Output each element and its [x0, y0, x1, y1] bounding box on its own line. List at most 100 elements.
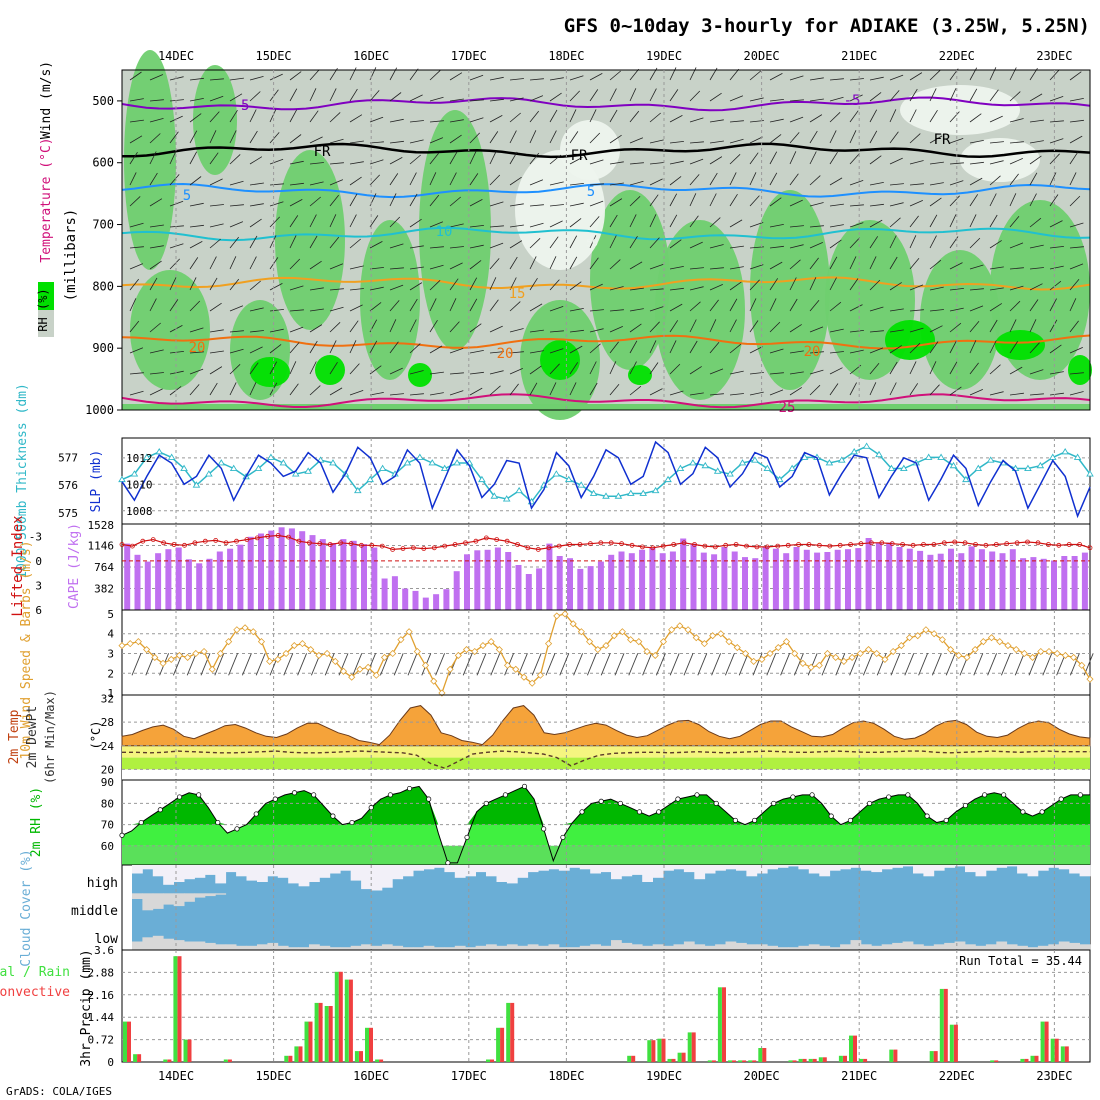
surface-wind-barb: [1069, 653, 1080, 676]
cloud-low-bar: [819, 945, 831, 951]
wind-barb: [669, 390, 684, 396]
precip-total-bar: [1030, 1055, 1035, 1062]
wind-barb: [869, 130, 878, 144]
wind-barb: [529, 204, 544, 207]
bottom-date-label: 22DEC: [939, 1069, 975, 1083]
li-point: [150, 537, 156, 542]
li-point: [410, 545, 416, 551]
wind-barb: [149, 99, 164, 102]
wind-speed-point: [848, 653, 856, 662]
wind-barb: [909, 72, 923, 81]
li-point: [525, 545, 531, 551]
thickness-line-point: [217, 459, 226, 466]
wind-barb: [649, 264, 664, 270]
thickness-line-point: [788, 464, 796, 471]
wind-barb: [389, 319, 397, 333]
wind-barb: [409, 245, 424, 249]
wind-barb: [409, 393, 424, 396]
wind-barb: [829, 151, 838, 165]
rh-point: [349, 819, 355, 826]
surface-wind-barb: [393, 653, 404, 676]
wind-speed-point: [471, 647, 479, 656]
cloud-high-bar: [402, 865, 414, 877]
cloud-low-bar: [267, 942, 279, 950]
wind-barb: [629, 308, 644, 312]
li-point: [1004, 541, 1010, 547]
wind-barb: [789, 132, 800, 144]
wind-barb: [209, 350, 224, 354]
wind-speed-point: [1053, 649, 1061, 658]
wind-barb: [269, 328, 284, 333]
wind-barb: [1029, 283, 1043, 291]
wind-speed-point: [930, 630, 938, 638]
surface-wind-barb: [435, 653, 446, 676]
cloud-high-bar: [538, 865, 549, 871]
wind-barb: [689, 267, 704, 270]
cloud-low-bar: [652, 944, 664, 950]
wind-barb: [689, 193, 697, 207]
cloud-high-bar: [621, 865, 633, 877]
surface-wind-barb: [683, 653, 694, 676]
wind-barb: [429, 345, 443, 354]
wind-barb: [769, 99, 784, 102]
wind-speed-point: [979, 638, 987, 646]
wind-speed-point: [1070, 653, 1078, 662]
wind-barb: [749, 391, 764, 396]
wind-barb: [429, 280, 441, 291]
wind-barb: [749, 279, 760, 291]
cloud-high-bar: [1006, 865, 1018, 867]
wind-barb: [489, 151, 497, 165]
cloud-high-bar: [704, 865, 716, 874]
wind-barb: [409, 343, 421, 354]
cloud-high-bar: [881, 865, 893, 870]
wind-barb: [429, 152, 440, 165]
wind-speed-point: [1029, 653, 1037, 662]
li-point: [744, 543, 749, 549]
rh-area: [515, 150, 605, 270]
wind-barb: [969, 305, 984, 312]
wind-barb: [329, 387, 343, 396]
wind-barb: [969, 194, 979, 207]
surface-wind-barb: [214, 653, 225, 676]
wind-barb: [949, 162, 964, 165]
wind-speed-point: [586, 638, 594, 646]
wind-barb: [169, 370, 184, 375]
wind-barb: [369, 340, 378, 354]
upper-air-frame: [121, 69, 1091, 411]
isotherm-FR: [121, 142, 1091, 159]
thickness-line-point: [416, 453, 424, 460]
precip-total-bar: [223, 1059, 228, 1062]
precip-total-bar: [687, 1032, 692, 1062]
wind-barb: [209, 366, 223, 375]
wind-barb: [489, 201, 504, 207]
wind-barb: [229, 130, 237, 144]
wind-speed-point: [495, 645, 503, 654]
li-point: [1056, 542, 1062, 548]
wind-barb: [709, 193, 717, 207]
thickness-line-point: [205, 470, 213, 477]
wind-barb: [909, 235, 917, 249]
cloud-low-bar: [944, 942, 955, 950]
wind-speed-point: [175, 651, 183, 660]
wind-barb: [409, 266, 424, 270]
li-point: [1077, 542, 1082, 547]
wind-barb: [489, 174, 501, 186]
cape-bar: [762, 547, 769, 610]
rh-point: [445, 860, 451, 866]
wind-barb: [989, 391, 1004, 396]
li-point: [910, 542, 916, 548]
cape-bar: [1020, 558, 1027, 610]
cloud-high-bar: [892, 865, 903, 868]
precip-total-legend: Total / Rain: [0, 965, 70, 980]
wind-speed-point: [520, 673, 528, 681]
wind-barb: [229, 382, 237, 396]
wind-barb: [1029, 140, 1044, 144]
wind-barb: [969, 161, 984, 165]
y-tick-label: 500: [92, 94, 114, 108]
wind-barb: [529, 130, 537, 144]
wind-barb: [1069, 172, 1077, 186]
rh-point: [1039, 809, 1045, 815]
surface-wind-barb: [586, 653, 597, 676]
bottom-date-label: 16DEC: [353, 1069, 389, 1083]
